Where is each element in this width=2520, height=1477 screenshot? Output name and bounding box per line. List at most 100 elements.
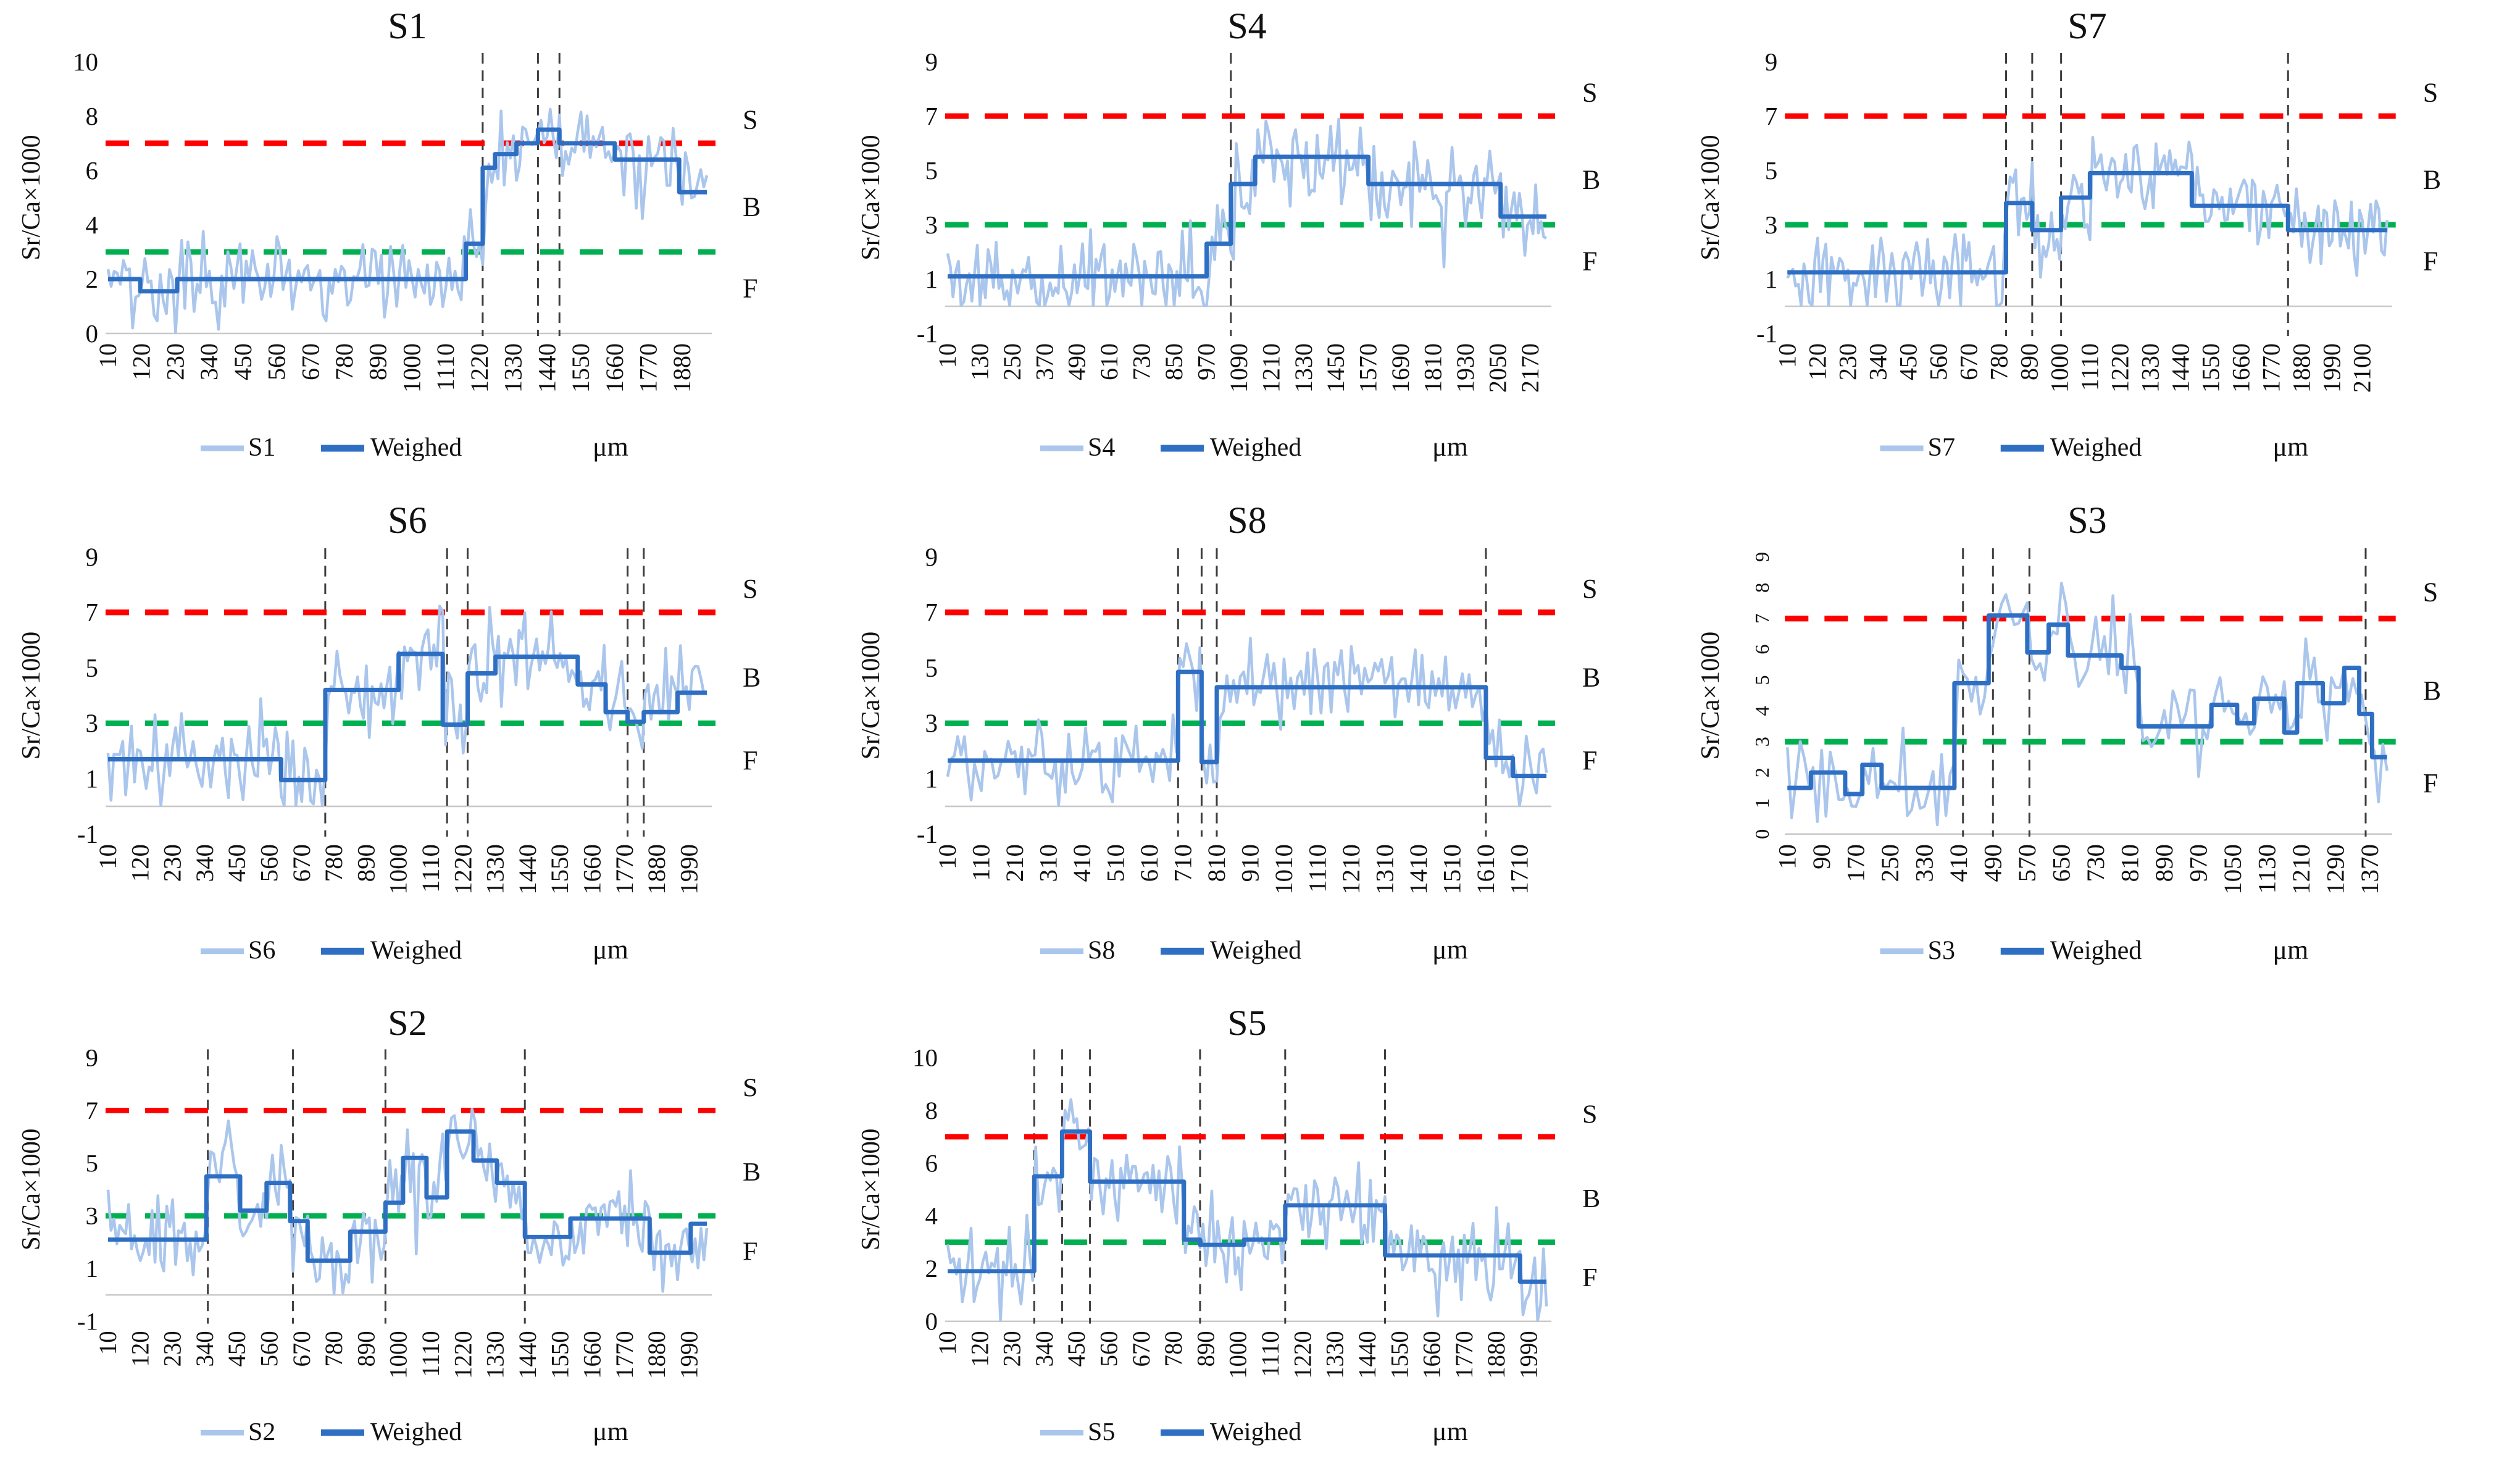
x-tick-label: 1990 [675, 1331, 703, 1379]
y-tick-label: 1 [86, 1255, 98, 1282]
x-tick-label: 1410 [1404, 844, 1432, 895]
y-tick-label: 8 [86, 102, 99, 130]
y-axis-label: Sr/Ca×1000 [857, 135, 885, 260]
zone-label-s: S [1582, 572, 1597, 603]
chart-s7: S7 Sr/Ca×1000 -1 1 3 5 7 9 10 120 230 340 450 560 670 7… [1679, 0, 2520, 494]
x-tick-label: 1880 [1483, 1331, 1511, 1379]
y-tick-label: 3 [86, 709, 98, 737]
x-tick-label: 10 [933, 1331, 961, 1355]
legend-weighed-label: Weighed [370, 1417, 462, 1445]
chart-title: S5 [1227, 1003, 1266, 1043]
y-tick-label: 5 [86, 653, 98, 682]
x-tick-label: 970 [2185, 844, 2213, 882]
x-tick-label: 2170 [1516, 343, 1544, 393]
x-tick-label: 890 [2015, 343, 2043, 380]
y-tick-label: 9 [1765, 48, 1778, 76]
y-tick-label: 3 [1765, 211, 1778, 239]
zone-label-b: B [743, 1158, 761, 1187]
chart-s1: S1 Sr/Ca×1000 0 2 4 6 8 10 10 120 230 340 450 560 670 7… [0, 0, 840, 494]
y-axis-label: Sr/Ca×1000 [17, 135, 46, 260]
x-tick-label: 1000 [385, 844, 412, 895]
x-tick-label: 730 [2082, 844, 2109, 882]
x-tick-label: 780 [320, 844, 348, 882]
zone-label-f: F [1582, 745, 1597, 776]
x-tick-label: 120 [1803, 343, 1831, 380]
x-tick-label: 1330 [482, 844, 509, 895]
x-tick-label: 120 [128, 343, 156, 380]
zone-label-f: F [1582, 246, 1597, 276]
chart-canvas: S4 Sr/Ca×1000 -1 1 3 5 7 9 10 130 250 370 490 610 730 8… [857, 6, 1600, 462]
x-tick-label: 340 [191, 1331, 219, 1366]
y-tick-label: 2 [1751, 768, 1773, 777]
weighed-series-line [948, 669, 1546, 779]
y-axis-label: Sr/Ca×1000 [1696, 135, 1725, 260]
x-tick-label: 910 [1237, 844, 1264, 882]
x-tick-label: 1210 [1337, 844, 1365, 895]
y-axis-label: Sr/Ca×1000 [16, 1129, 45, 1250]
x-tick-label: 210 [1001, 844, 1028, 882]
legend-raw-label: S7 [1928, 433, 1955, 462]
x-tick-label: 410 [1945, 844, 1972, 882]
x-tick-label: 1770 [611, 1331, 638, 1379]
weighed-series-line [108, 127, 707, 294]
x-tick-label: 1330 [1321, 1331, 1349, 1379]
x-tick-label: 1310 [1371, 844, 1399, 895]
raw-series-line [106, 1107, 709, 1296]
x-tick-label: 1110 [1257, 1331, 1285, 1377]
zone-label-b: B [2423, 675, 2441, 706]
x-tick-label: 560 [256, 1331, 283, 1366]
zone-label-s: S [743, 105, 757, 135]
x-tick-label: 1510 [1438, 844, 1466, 895]
x-tick-label: 230 [1834, 343, 1861, 380]
legend-weighed-label: Weighed [1210, 1417, 1301, 1445]
x-tick-label: 1880 [643, 844, 671, 895]
chart-s4: S4 Sr/Ca×1000 -1 1 3 5 7 9 10 130 250 370 490 610 730 8… [840, 0, 1679, 494]
x-tick-label: 1000 [2045, 343, 2073, 393]
y-tick-label: 10 [912, 1044, 938, 1071]
zone-label-b: B [1582, 661, 1600, 692]
y-tick-label: 9 [86, 543, 98, 571]
y-tick-label: 9 [86, 1044, 98, 1071]
x-tick-label: 1660 [2227, 343, 2255, 393]
y-tick-label: -1 [917, 820, 938, 848]
x-tick-label: 1440 [533, 343, 561, 393]
x-tick-label: 1660 [1418, 1331, 1446, 1379]
x-tick-label: 1050 [2219, 844, 2247, 895]
x-tick-label: 1220 [1289, 1331, 1317, 1379]
y-tick-label: 1 [925, 764, 938, 793]
x-tick-label: 1880 [668, 343, 696, 393]
x-axis-unit-label: μm [1432, 1416, 1468, 1446]
y-tick-label: 7 [1765, 102, 1778, 130]
x-tick-label: 130 [966, 343, 993, 380]
x-tick-label: 10 [94, 844, 122, 869]
x-tick-label: 890 [2150, 844, 2178, 882]
x-tick-label: 1090 [1225, 343, 1253, 393]
legend-weighed-label: Weighed [2050, 433, 2142, 462]
x-tick-label: 340 [1864, 343, 1892, 380]
x-tick-label: 1570 [1354, 343, 1382, 393]
zone-label-b: B [743, 661, 761, 692]
x-tick-label: 450 [229, 343, 257, 380]
chart-title: S4 [1227, 6, 1266, 46]
y-tick-label: 3 [1751, 737, 1773, 747]
x-tick-label: 340 [191, 844, 219, 882]
x-tick-label: 1110 [2076, 343, 2103, 391]
x-tick-label: 1330 [1290, 343, 1317, 393]
x-axis-unit-label: μm [1432, 934, 1468, 964]
chart-s6: S6 Sr/Ca×1000 -1 1 3 5 7 9 10 120 230 340 450 560 670 7… [0, 494, 840, 998]
x-tick-label: 370 [1030, 343, 1058, 380]
x-tick-label: 120 [966, 1331, 994, 1366]
zone-label-s: S [2423, 78, 2439, 108]
y-tick-label: 7 [86, 1097, 98, 1124]
legend-raw-label: S8 [1088, 935, 1115, 964]
x-tick-label: 730 [1128, 343, 1156, 380]
raw-series-line [946, 1098, 1548, 1322]
x-tick-label: 1660 [578, 1331, 606, 1379]
x-tick-label: 10 [933, 844, 961, 869]
x-tick-label: 1210 [2287, 844, 2315, 895]
x-tick-label: 1000 [398, 343, 425, 393]
y-axis-label: Sr/Ca×1000 [17, 632, 46, 759]
x-tick-label: 450 [223, 844, 251, 882]
